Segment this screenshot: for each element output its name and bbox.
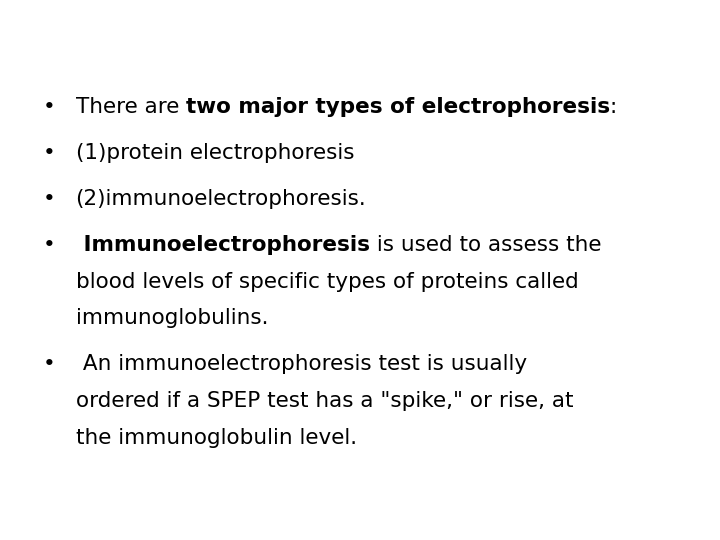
Text: two major types of electrophoresis: two major types of electrophoresis: [186, 97, 610, 117]
Text: immunoglobulins.: immunoglobulins.: [76, 308, 268, 328]
Text: •: •: [43, 235, 56, 255]
Text: the immunoglobulin level.: the immunoglobulin level.: [76, 428, 356, 448]
Text: •: •: [43, 354, 56, 374]
Text: •: •: [43, 189, 56, 209]
Text: is used to assess the: is used to assess the: [369, 235, 601, 255]
Text: Immunoelectrophoresis: Immunoelectrophoresis: [76, 235, 369, 255]
Text: (1)protein electrophoresis: (1)protein electrophoresis: [76, 143, 354, 163]
Text: •: •: [43, 143, 56, 163]
Text: ordered if a SPEP test has a "spike," or rise, at: ordered if a SPEP test has a "spike," or…: [76, 391, 573, 411]
Text: An immunoelectrophoresis test is usually: An immunoelectrophoresis test is usually: [76, 354, 527, 374]
Text: blood levels of specific types of proteins called: blood levels of specific types of protei…: [76, 272, 578, 292]
Text: There are: There are: [76, 97, 186, 117]
Text: :: :: [610, 97, 617, 117]
Text: •: •: [43, 97, 56, 117]
Text: (2)immunoelectrophoresis.: (2)immunoelectrophoresis.: [76, 189, 366, 209]
